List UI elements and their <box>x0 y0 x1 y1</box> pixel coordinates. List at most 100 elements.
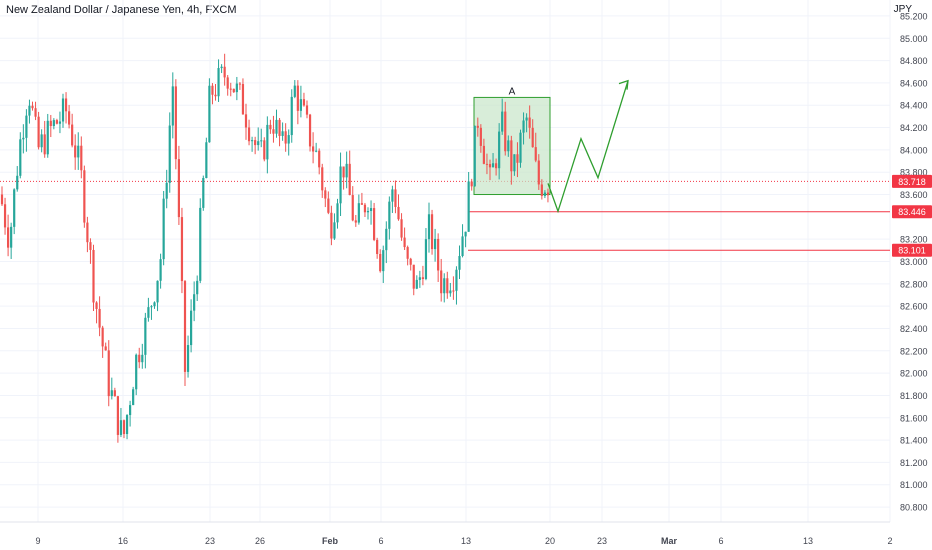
candle-body <box>305 105 309 115</box>
candle-body <box>104 346 107 351</box>
candle-body <box>449 290 452 294</box>
candle-body <box>498 131 501 169</box>
candle-body <box>430 214 434 250</box>
candle-body <box>113 390 116 397</box>
x-tick-label: 6 <box>378 536 383 546</box>
candle-body <box>153 302 156 307</box>
candle-body <box>528 117 531 128</box>
candle-body <box>394 189 397 207</box>
candle-body <box>308 114 312 147</box>
candle-body <box>369 208 373 212</box>
candle-body <box>125 415 129 435</box>
candle-body <box>226 77 229 89</box>
candle-body <box>385 228 388 251</box>
candle-body <box>3 204 7 228</box>
x-tick-label: 20 <box>545 536 555 546</box>
candle-body <box>183 281 187 372</box>
y-tick-label: 84.000 <box>900 145 928 155</box>
candle-body <box>263 140 266 160</box>
y-tick-label: 84.200 <box>900 123 928 133</box>
y-tick-label: 81.800 <box>900 391 928 401</box>
level-price-tag: 83.446 <box>898 207 926 217</box>
candle-body <box>144 317 147 355</box>
candle-body <box>519 132 522 163</box>
x-tick-label: 23 <box>205 536 215 546</box>
candle-body <box>400 219 403 238</box>
candle-body <box>247 127 251 142</box>
candle-body <box>74 145 77 158</box>
candle-body <box>452 290 455 292</box>
candle-body <box>269 124 272 130</box>
candle-body <box>321 167 324 191</box>
candle-body <box>202 178 205 208</box>
candle-body <box>98 308 101 328</box>
y-tick-label: 82.600 <box>900 302 928 312</box>
candle-body <box>488 164 492 168</box>
price-tags: 83.718 83.446 83.101 <box>892 174 932 257</box>
candle-body <box>16 175 19 190</box>
y-tick-label: 83.800 <box>900 168 928 178</box>
candle-body <box>546 192 550 196</box>
candle-body <box>165 182 168 199</box>
candle-body <box>89 242 92 250</box>
candle-body <box>64 98 68 112</box>
x-tick-label: Feb <box>322 536 339 546</box>
candle-body <box>485 163 489 165</box>
candle-body <box>43 134 46 155</box>
candle-body <box>80 145 83 171</box>
candle-body <box>199 207 202 281</box>
candle-body <box>440 270 443 294</box>
projection-line[interactable] <box>547 80 629 214</box>
candle-body <box>49 120 52 127</box>
candle-body <box>116 396 119 435</box>
y-tick-label: 85.000 <box>900 34 928 44</box>
candle-body <box>235 83 238 93</box>
candle-body <box>34 108 37 117</box>
candle-body <box>244 114 248 128</box>
candle-body <box>180 217 184 282</box>
candle-body <box>107 350 110 397</box>
current-price-tag-bg <box>892 174 932 188</box>
candle-body <box>531 127 534 148</box>
candle-body <box>272 129 275 134</box>
candle-body <box>333 222 336 239</box>
candle-body <box>476 125 479 128</box>
candlesticks <box>0 53 550 443</box>
candle-body <box>345 163 348 178</box>
zone-label: A <box>509 86 516 97</box>
candle-body <box>409 258 412 265</box>
candle-body <box>525 117 528 121</box>
candle-body <box>229 88 232 90</box>
candle-body <box>110 390 113 397</box>
projection-path <box>547 79 629 214</box>
candle-body <box>68 111 71 125</box>
horizontal-levels <box>0 180 890 251</box>
candle-body <box>391 189 394 202</box>
candle-body <box>278 119 281 136</box>
candle-body <box>168 125 171 183</box>
candle-body <box>241 84 245 115</box>
candle-body <box>141 354 144 363</box>
candle-body <box>61 98 65 122</box>
candle-body <box>83 170 86 223</box>
candle-body <box>174 86 177 160</box>
candle-body <box>299 99 302 111</box>
candle-body <box>196 280 199 295</box>
time-axis: 9 16 23 26 Feb 6 13 20 23 Mar 6 13 2 <box>35 536 892 546</box>
candle-body <box>296 85 299 111</box>
candle-body <box>363 204 367 213</box>
candle-body <box>190 310 193 346</box>
candle-body <box>254 140 257 146</box>
y-tick-label: 85.200 <box>900 11 928 21</box>
y-tick-label: 83.600 <box>900 190 928 200</box>
candle-body <box>193 294 196 311</box>
candle-body <box>324 190 327 199</box>
candle-body <box>284 131 287 144</box>
candle-body <box>504 111 507 152</box>
candle-body <box>336 203 339 223</box>
candle-body <box>217 68 220 97</box>
candle-body <box>312 146 315 152</box>
y-tick-label: 80.800 <box>900 503 928 513</box>
x-tick-label: 16 <box>118 536 128 546</box>
